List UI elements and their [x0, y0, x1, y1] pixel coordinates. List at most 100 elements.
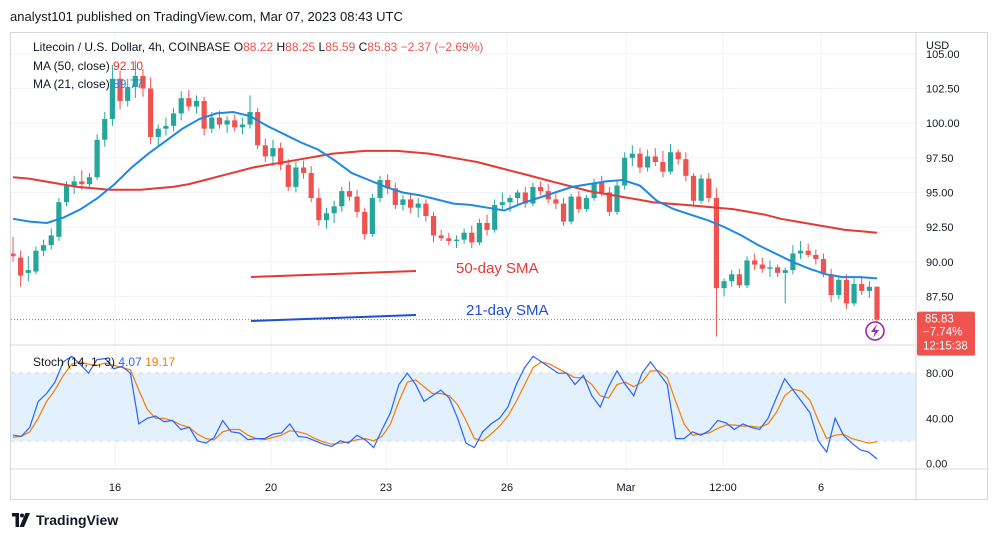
ma50-legend-label: MA (50, close) [33, 59, 110, 73]
stoch-tick-label: 40.00 [926, 413, 954, 425]
high-label: H [276, 40, 286, 54]
candle-body [438, 235, 444, 239]
price-tick-label: 92.50 [926, 222, 954, 234]
low-value: 85.59 [325, 40, 356, 54]
candle-body [667, 152, 674, 172]
candle-body [522, 192, 528, 204]
symbol-legend[interactable]: Litecoin / U.S. Dollar, 4h, COINBASE O88… [33, 40, 483, 54]
candle-body [591, 182, 597, 199]
close-value: 85.83 [367, 40, 398, 54]
chart-canvas[interactable]: 50-day SMA 21-day SMA USD 105.00102.5010… [11, 33, 989, 501]
candle-body [568, 196, 574, 222]
candle-body [866, 286, 872, 291]
candle-body [63, 185, 70, 203]
candle-body [193, 100, 200, 107]
time-tick-label: 23 [380, 482, 392, 494]
candle-body [239, 124, 245, 128]
candle-body [469, 232, 475, 243]
candle-body [186, 98, 192, 107]
candle-body [614, 185, 620, 212]
time-axis[interactable]: 16 20 23 26 Mar 12:00 6 [109, 482, 824, 494]
candle-body [836, 279, 842, 296]
candle-body [262, 145, 268, 157]
publish-header: analyst101 published on TradingView.com,… [0, 0, 995, 32]
candle-body [805, 250, 811, 255]
time-tick-label: 6 [818, 482, 824, 494]
footer-brand: TradingView [36, 512, 119, 528]
symbol-name: Litecoin / U.S. Dollar, 4h, COINBASE [33, 40, 231, 54]
candle-body [125, 87, 131, 101]
candle-body [216, 117, 223, 125]
price-tick-label: 87.50 [926, 291, 954, 303]
ma50-legend[interactable]: MA (50, close) 92.10 [33, 59, 143, 73]
chart-frame[interactable]: 50-day SMA 21-day SMA USD 105.00 102.50 10… [10, 32, 989, 501]
candle-body [729, 274, 735, 282]
candle-body [461, 232, 467, 240]
candle-body [385, 179, 391, 189]
candle-body [652, 156, 658, 162]
candle-body [828, 274, 834, 296]
ma21-legend-value: 89.77 [113, 77, 144, 91]
candle-body [132, 75, 138, 88]
candle-body [247, 112, 253, 125]
candle-body [507, 198, 513, 203]
candle-body [660, 161, 666, 172]
alert-bolt-icon[interactable] [865, 321, 885, 341]
candle-body [430, 216, 437, 236]
price-axis[interactable]: 105.00 102.50 100.00 97.50 95.00 92.50 90.00 87… [926, 49, 960, 304]
candle-body [209, 117, 215, 129]
candle-body [690, 175, 697, 201]
candle-body [851, 283, 857, 304]
sma21-annotation-label[interactable]: 21-day SMA [466, 302, 549, 319]
price-tick-label: 90.00 [926, 257, 954, 269]
time-tick-label: 26 [501, 482, 513, 494]
sma50-annotation-line[interactable] [250, 270, 417, 278]
sma21-annotation-line[interactable] [250, 314, 417, 322]
candle-body [820, 259, 827, 275]
price-tick-label: 97.50 [926, 153, 954, 165]
candle-body [300, 167, 307, 174]
candle-body [629, 153, 635, 158]
candle-body [874, 286, 880, 320]
candle-body [79, 181, 85, 185]
stoch-tick-label: 80.00 [926, 368, 954, 380]
candle-body [553, 199, 559, 204]
candle-body [683, 159, 689, 176]
candle-body [843, 279, 850, 304]
time-tick-label: 20 [265, 482, 277, 494]
candle-body [178, 98, 184, 114]
candle-body [736, 274, 742, 286]
time-tick-label: Mar [617, 482, 636, 494]
candle-body [71, 181, 77, 187]
ma21-legend[interactable]: MA (21, close) 89.77 [33, 77, 143, 91]
candle-body [148, 88, 154, 137]
candle-body [377, 179, 383, 199]
candle-body [48, 235, 54, 246]
stoch-legend[interactable]: Stoch (14, 1, 3) 4.07 19.17 [33, 355, 175, 369]
candle-body [285, 164, 291, 187]
price-tick-label: 100.00 [926, 118, 960, 130]
candle-body [86, 177, 93, 185]
stoch-band [11, 373, 916, 441]
currency-label: USD [926, 40, 949, 52]
low-label: L [318, 40, 326, 54]
tradingview-logo-icon [12, 513, 30, 527]
candle-body [94, 139, 100, 178]
candle-body [767, 267, 773, 269]
price-tick-label: 95.00 [926, 187, 954, 199]
stoch-k-value: 4.07 [118, 355, 142, 369]
candle-body [721, 281, 727, 289]
candle-body [117, 78, 123, 101]
stoch-k-line [12, 355, 878, 460]
stoch-axis[interactable]: 80.00 40.00 0.00 [926, 368, 954, 470]
candle-body [293, 167, 299, 187]
ma21-legend-label: MA (21, close) [33, 77, 110, 91]
candle-body [499, 202, 505, 205]
candle-body [560, 203, 567, 222]
candle-body [270, 148, 276, 157]
candle-body [155, 128, 161, 137]
candle-body [423, 203, 429, 217]
candle-body [308, 173, 314, 199]
candle-body [813, 254, 819, 260]
sma50-annotation-label[interactable]: 50-day SMA [456, 260, 539, 277]
